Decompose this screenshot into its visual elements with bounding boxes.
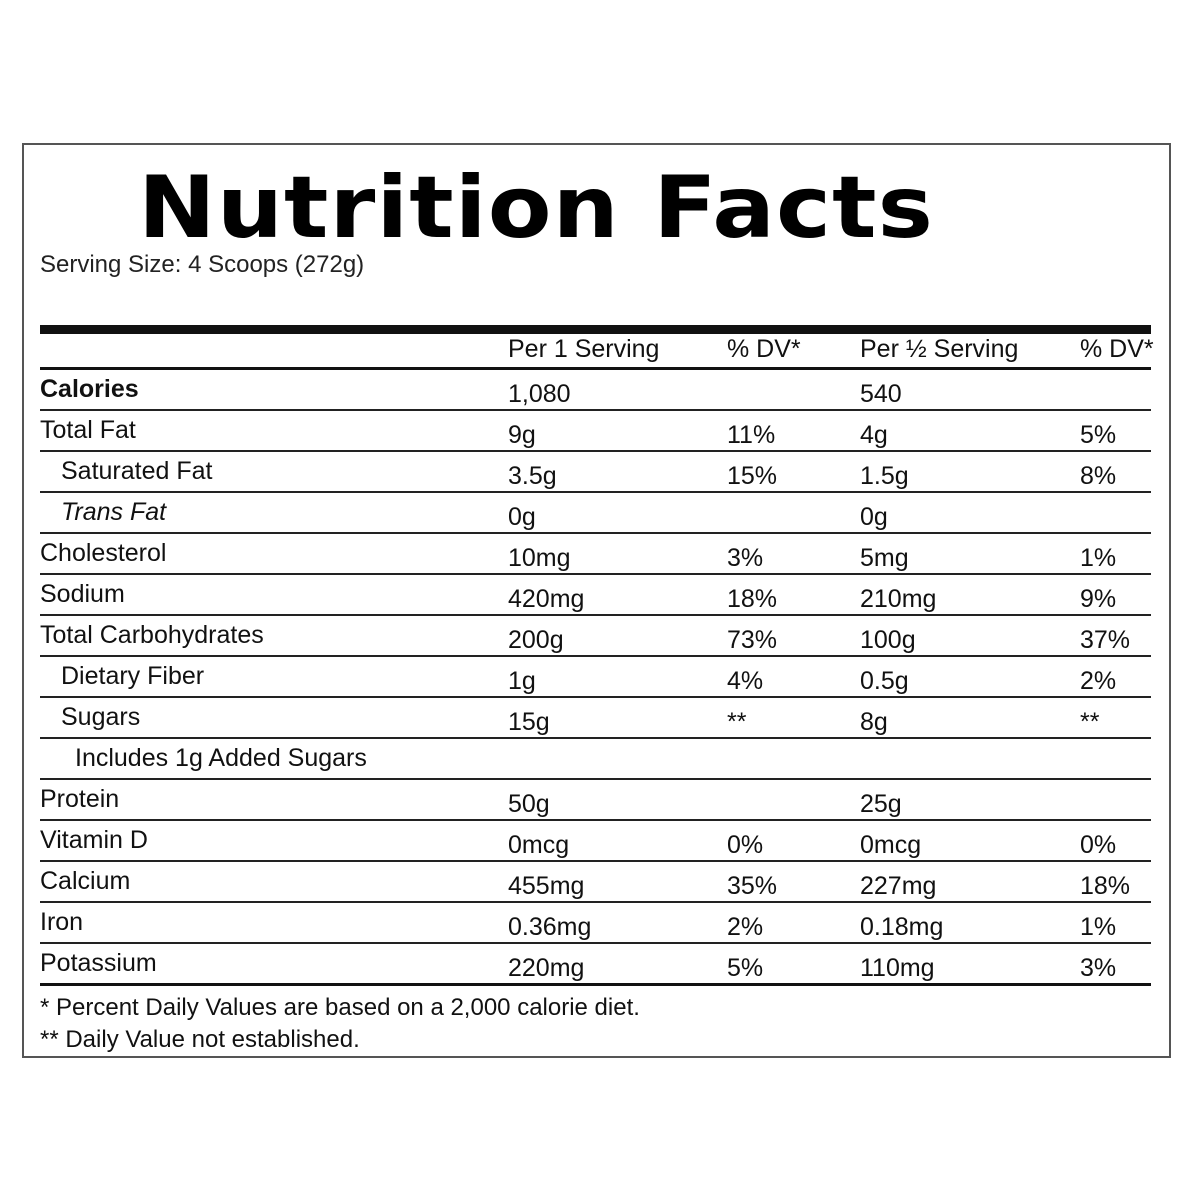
nutrient-dv-per-serving: 4%: [727, 667, 764, 695]
nutrient-amount-per-serving: 200g: [508, 626, 564, 654]
nutrition-table: Per 1 Serving % DV* Per ½ Serving % DV* …: [40, 334, 1154, 986]
nutrient-amount-per-half: 0g: [860, 503, 888, 531]
nutrient-name: Calories: [40, 375, 139, 403]
nutrient-name: Iron: [40, 908, 84, 936]
nutrient-amount-per-half: 540: [860, 380, 902, 408]
nutrient-amount-per-half: 25g: [860, 790, 902, 818]
nutrient-dv-per-half: 18%: [1080, 872, 1131, 900]
nutrient-amount-per-serving: 50g: [508, 790, 550, 818]
nutrient-amount-per-serving: 420mg: [508, 585, 585, 613]
nutrient-amount-per-serving: 3.5g: [508, 462, 557, 490]
nutrient-dv-per-serving: 11%: [727, 421, 776, 449]
nutrient-dv-per-half: 0%: [1080, 831, 1117, 859]
nutrient-dv-per-half: **: [1080, 708, 1100, 736]
nutrient-row-added-sugars: Includes 1g Added Sugars: [40, 739, 1151, 780]
label-title: Nutrition Facts: [138, 158, 935, 258]
nutrient-row-cholesterol: Cholesterol 10mg 3% 5mg 1%: [40, 534, 1151, 575]
nutrient-row-dietary-fiber: Dietary Fiber 1g 4% 0.5g 2%: [40, 657, 1151, 698]
nutrient-amount-per-half: 100g: [860, 626, 916, 654]
nutrient-amount-per-serving: 1g: [508, 667, 536, 695]
column-header-row: Per 1 Serving % DV* Per ½ Serving % DV*: [40, 334, 1154, 370]
nutrient-amount-per-serving: 0g: [508, 503, 536, 531]
nutrient-name: Saturated Fat: [61, 457, 213, 485]
nutrient-dv-per-serving: **: [727, 708, 747, 736]
nutrient-name: Sodium: [40, 580, 125, 608]
nutrient-row-total-fat: Total Fat 9g 11% 4g 5%: [40, 411, 1151, 452]
column-header-dv-half: % DV*: [1080, 335, 1154, 363]
column-header-per-half-serving: Per ½ Serving: [860, 335, 1019, 363]
nutrient-amount-per-half: 5mg: [860, 544, 909, 572]
nutrient-amount-per-serving: 15g: [508, 708, 550, 736]
nutrient-dv-per-serving: 2%: [727, 913, 764, 941]
nutrient-amount-per-serving: 9g: [508, 421, 536, 449]
nutrient-dv-per-half: 37%: [1080, 626, 1131, 654]
nutrient-name: Includes 1g Added Sugars: [75, 744, 367, 772]
nutrient-amount-per-serving: 1,080: [508, 380, 571, 408]
nutrient-row-calcium: Calcium 455mg 35% 227mg 18%: [40, 862, 1151, 903]
nutrient-dv-per-half: 5%: [1080, 421, 1117, 449]
nutrient-name: Total Carbohydrates: [40, 621, 264, 649]
nutrient-amount-per-half: 0.18mg: [860, 913, 944, 941]
nutrient-amount-per-half: 0.5g: [860, 667, 909, 695]
nutrient-row-calories: Calories 1,080 540: [40, 370, 1151, 411]
nutrient-row-sugars: Sugars 15g ** 8g **: [40, 698, 1151, 739]
nutrient-amount-per-serving: 0mcg: [508, 831, 570, 859]
nutrient-row-iron: Iron 0.36mg 2% 0.18mg 1%: [40, 903, 1151, 944]
nutrient-amount-per-half: 1.5g: [860, 462, 909, 490]
nutrient-amount-per-half: 227mg: [860, 872, 937, 900]
footnotes: * Percent Daily Values are based on a 2,…: [40, 992, 640, 1056]
nutrient-dv-per-serving: 3%: [727, 544, 764, 572]
nutrient-name: Vitamin D: [40, 826, 148, 854]
nutrient-dv-per-serving: 73%: [727, 626, 778, 654]
nutrient-amount-per-half: 110mg: [860, 954, 935, 982]
nutrient-row-total-carbohydrates: Total Carbohydrates 200g 73% 100g 37%: [40, 616, 1151, 657]
nutrient-name: Sugars: [61, 703, 141, 731]
nutrient-amount-per-serving: 455mg: [508, 872, 585, 900]
nutrient-row-potassium: Potassium 220mg 5% 110mg 3%: [40, 944, 1151, 986]
nutrient-amount-per-serving: 0.36mg: [508, 913, 592, 941]
serving-size: Serving Size: 4 Scoops (272g): [40, 251, 365, 278]
nutrient-name: Cholesterol: [40, 539, 167, 567]
nutrient-dv-per-half: 8%: [1080, 462, 1117, 490]
footnote-dv-basis: * Percent Daily Values are based on a 2,…: [40, 994, 640, 1021]
nutrient-name: Dietary Fiber: [61, 662, 205, 690]
nutrient-name: Total Fat: [40, 416, 136, 444]
nutrient-amount-per-half: 0mcg: [860, 831, 922, 859]
nutrient-amount-per-half: 8g: [860, 708, 888, 736]
nutrition-label-border: [22, 143, 1171, 1058]
nutrient-row-trans-fat: Trans Fat 0g 0g: [40, 493, 1151, 534]
nutrient-dv-per-half: 9%: [1080, 585, 1117, 613]
nutrient-dv-per-half: 3%: [1080, 954, 1117, 982]
nutrient-dv-per-half: 1%: [1080, 544, 1117, 572]
nutrient-amount-per-half: 4g: [860, 421, 888, 449]
nutrient-row-protein: Protein 50g 25g: [40, 780, 1151, 821]
header-divider-bar: [40, 325, 1151, 334]
nutrient-dv-per-serving: 0%: [727, 831, 764, 859]
nutrient-dv-per-serving: 5%: [727, 954, 764, 982]
nutrient-name: Potassium: [40, 949, 157, 977]
nutrient-name: Calcium: [40, 867, 131, 895]
nutrient-row-vitamin-d: Vitamin D 0mcg 0% 0mcg 0%: [40, 821, 1151, 862]
nutrient-amount-per-serving: 220mg: [508, 954, 585, 982]
column-header-per-serving: Per 1 Serving: [508, 335, 660, 363]
nutrient-dv-per-half: 1%: [1080, 913, 1117, 941]
nutrient-amount-per-half: 210mg: [860, 585, 937, 613]
footnote-not-established: ** Daily Value not established.: [40, 1026, 360, 1053]
nutrient-dv-per-serving: 15%: [727, 462, 778, 490]
nutrient-row-saturated-fat: Saturated Fat 3.5g 15% 1.5g 8%: [40, 452, 1151, 493]
nutrient-name: Protein: [40, 785, 120, 813]
nutrient-amount-per-serving: 10mg: [508, 544, 571, 572]
column-header-dv: % DV*: [727, 335, 801, 363]
nutrient-dv-per-serving: 35%: [727, 872, 778, 900]
nutrient-dv-per-half: 2%: [1080, 667, 1117, 695]
nutrient-dv-per-serving: 18%: [727, 585, 778, 613]
nutrient-row-sodium: Sodium 420mg 18% 210mg 9%: [40, 575, 1151, 616]
nutrient-name: Trans Fat: [61, 498, 167, 526]
